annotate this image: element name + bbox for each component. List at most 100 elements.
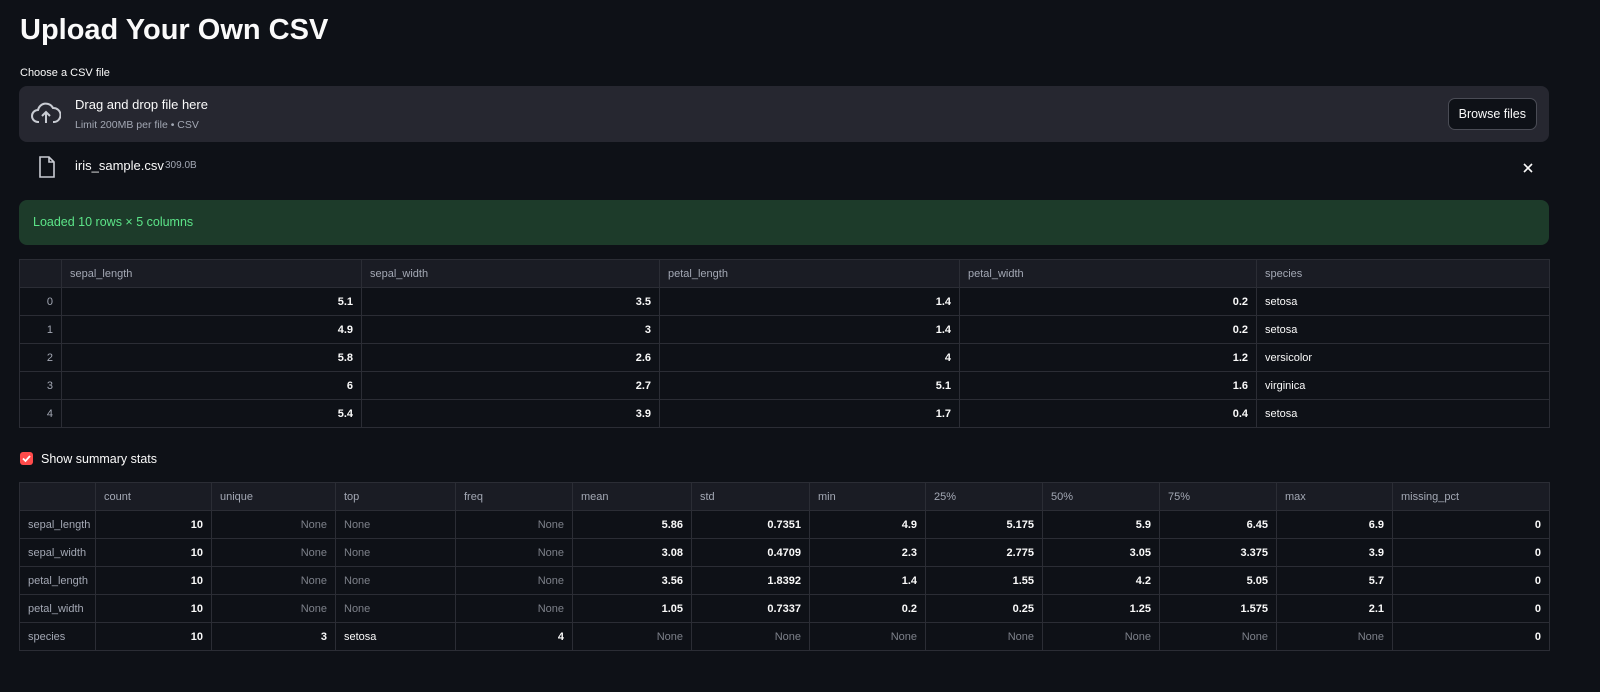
table-cell: 1.4 — [809, 566, 926, 595]
table-cell: 5.4 — [61, 399, 362, 428]
table-cell: None — [1276, 622, 1393, 651]
row-index: petal_length — [19, 566, 96, 595]
checkbox[interactable] — [20, 452, 33, 465]
row-index: 0 — [19, 287, 62, 316]
column-header: freq — [455, 482, 573, 511]
table-cell: 6.45 — [1159, 510, 1277, 539]
table-cell: 0 — [1392, 566, 1550, 595]
table-cell: None — [455, 538, 573, 567]
table-cell: 3.9 — [1276, 538, 1393, 567]
table-row: species 10 3 setosa 4 None None None None None Non… — [19, 622, 1550, 651]
column-header: petal_length — [659, 259, 960, 288]
row-index: species — [19, 622, 96, 651]
row-index: sepal_width — [19, 538, 96, 567]
table-cell: None — [455, 566, 573, 595]
table-row: sepal_length 10 None None None 5.86 0.7351 4.9 5… — [19, 510, 1550, 539]
table-cell: 6.9 — [1276, 510, 1393, 539]
checkbox-label[interactable]: Show summary stats — [41, 452, 158, 466]
page-title: Upload Your Own CSV — [20, 14, 329, 46]
column-header: sepal_width — [361, 259, 660, 288]
table-cell: 0.2 — [959, 315, 1257, 344]
table-cell: 3.5 — [361, 287, 660, 316]
column-header: std — [691, 482, 810, 511]
column-header: petal_width — [959, 259, 1257, 288]
table-row: 0 5.1 3.5 1.4 0.2 setosa — [19, 287, 1550, 316]
table-cell: None — [455, 594, 573, 623]
table-cell: 3.08 — [572, 538, 692, 567]
table-cell: 10 — [95, 538, 212, 567]
column-header: 75% — [1159, 482, 1277, 511]
drop-text: Drag and drop file here — [75, 97, 208, 112]
column-header: count — [95, 482, 212, 511]
table-cell: 1.2 — [959, 343, 1257, 372]
table-cell: 0 — [1392, 594, 1550, 623]
column-header: missing_pct — [1392, 482, 1550, 511]
table-row: petal_length 10 None None None 3.56 1.8392 1.4 1… — [19, 566, 1550, 595]
row-index: 3 — [19, 371, 62, 400]
table-cell: 1.25 — [1042, 594, 1160, 623]
corner-cell — [19, 259, 62, 288]
check-mark — [22, 455, 31, 463]
table-cell: None — [925, 622, 1043, 651]
table-cell: 4.9 — [61, 315, 362, 344]
table-cell: 0.2 — [959, 287, 1257, 316]
table-cell: 1.55 — [925, 566, 1043, 595]
table-cell: setosa — [1256, 287, 1550, 316]
table-cell: None — [335, 510, 456, 539]
table-cell: None — [211, 538, 336, 567]
table-cell: 0 — [1392, 510, 1550, 539]
row-index: 1 — [19, 315, 62, 344]
table-cell: None — [809, 622, 926, 651]
table-cell: 0.4709 — [691, 538, 810, 567]
table-cell: setosa — [1256, 399, 1550, 428]
summary-table: count unique top freq mean std min 25% 50% 75% max… — [19, 482, 1550, 651]
browse-button[interactable]: Browse files — [1447, 98, 1537, 130]
table-cell: 2.1 — [1276, 594, 1393, 623]
column-header: max — [1276, 482, 1393, 511]
column-header: 25% — [925, 482, 1043, 511]
table-cell: 5.1 — [659, 371, 960, 400]
table-cell: None — [572, 622, 692, 651]
corner-cell — [19, 482, 96, 511]
remove-file-button[interactable] — [1522, 162, 1534, 174]
table-cell: None — [211, 594, 336, 623]
table-cell: 6 — [61, 371, 362, 400]
table-cell: 3 — [211, 622, 336, 651]
column-header: mean — [572, 482, 692, 511]
table-row: petal_width 10 None None None 1.05 0.7337 0.2 0.… — [19, 594, 1550, 623]
row-index: petal_width — [19, 594, 96, 623]
row-index: sepal_length — [19, 510, 96, 539]
table-cell: 0.7337 — [691, 594, 810, 623]
drop-zone[interactable]: Drag and drop file here Limit 200MB per … — [19, 86, 1549, 142]
column-header: species — [1256, 259, 1550, 288]
table-cell: 5.8 — [61, 343, 362, 372]
table-cell: 3.375 — [1159, 538, 1277, 567]
table-cell: 3.56 — [572, 566, 692, 595]
file-name: iris_sample.csv — [75, 158, 164, 173]
table-cell: 0.7351 — [691, 510, 810, 539]
status-box: Loaded 10 rows × 5 columns — [19, 200, 1549, 245]
table-cell: 5.175 — [925, 510, 1043, 539]
table-cell: 3.9 — [361, 399, 660, 428]
row-index: 2 — [19, 343, 62, 372]
table-cell: None — [211, 510, 336, 539]
table-cell: None — [335, 566, 456, 595]
status-text: Loaded 10 rows × 5 columns — [33, 215, 194, 229]
table-cell: 4 — [659, 343, 960, 372]
table-cell: 5.9 — [1042, 510, 1160, 539]
table-cell: 10 — [95, 566, 212, 595]
table-cell: 5.1 — [61, 287, 362, 316]
upload-icon — [31, 102, 61, 123]
table-cell: None — [1159, 622, 1277, 651]
uploader-label: Choose a CSV file — [20, 67, 110, 79]
column-header: unique — [211, 482, 336, 511]
table-cell: 2.775 — [925, 538, 1043, 567]
table-cell: 4.2 — [1042, 566, 1160, 595]
table-row: 4 5.4 3.9 1.7 0.4 setosa — [19, 399, 1550, 428]
file-icon — [39, 156, 55, 178]
table-cell: 1.575 — [1159, 594, 1277, 623]
table-cell: 3 — [361, 315, 660, 344]
table-cell: setosa — [335, 622, 456, 651]
table-cell: 3.05 — [1042, 538, 1160, 567]
